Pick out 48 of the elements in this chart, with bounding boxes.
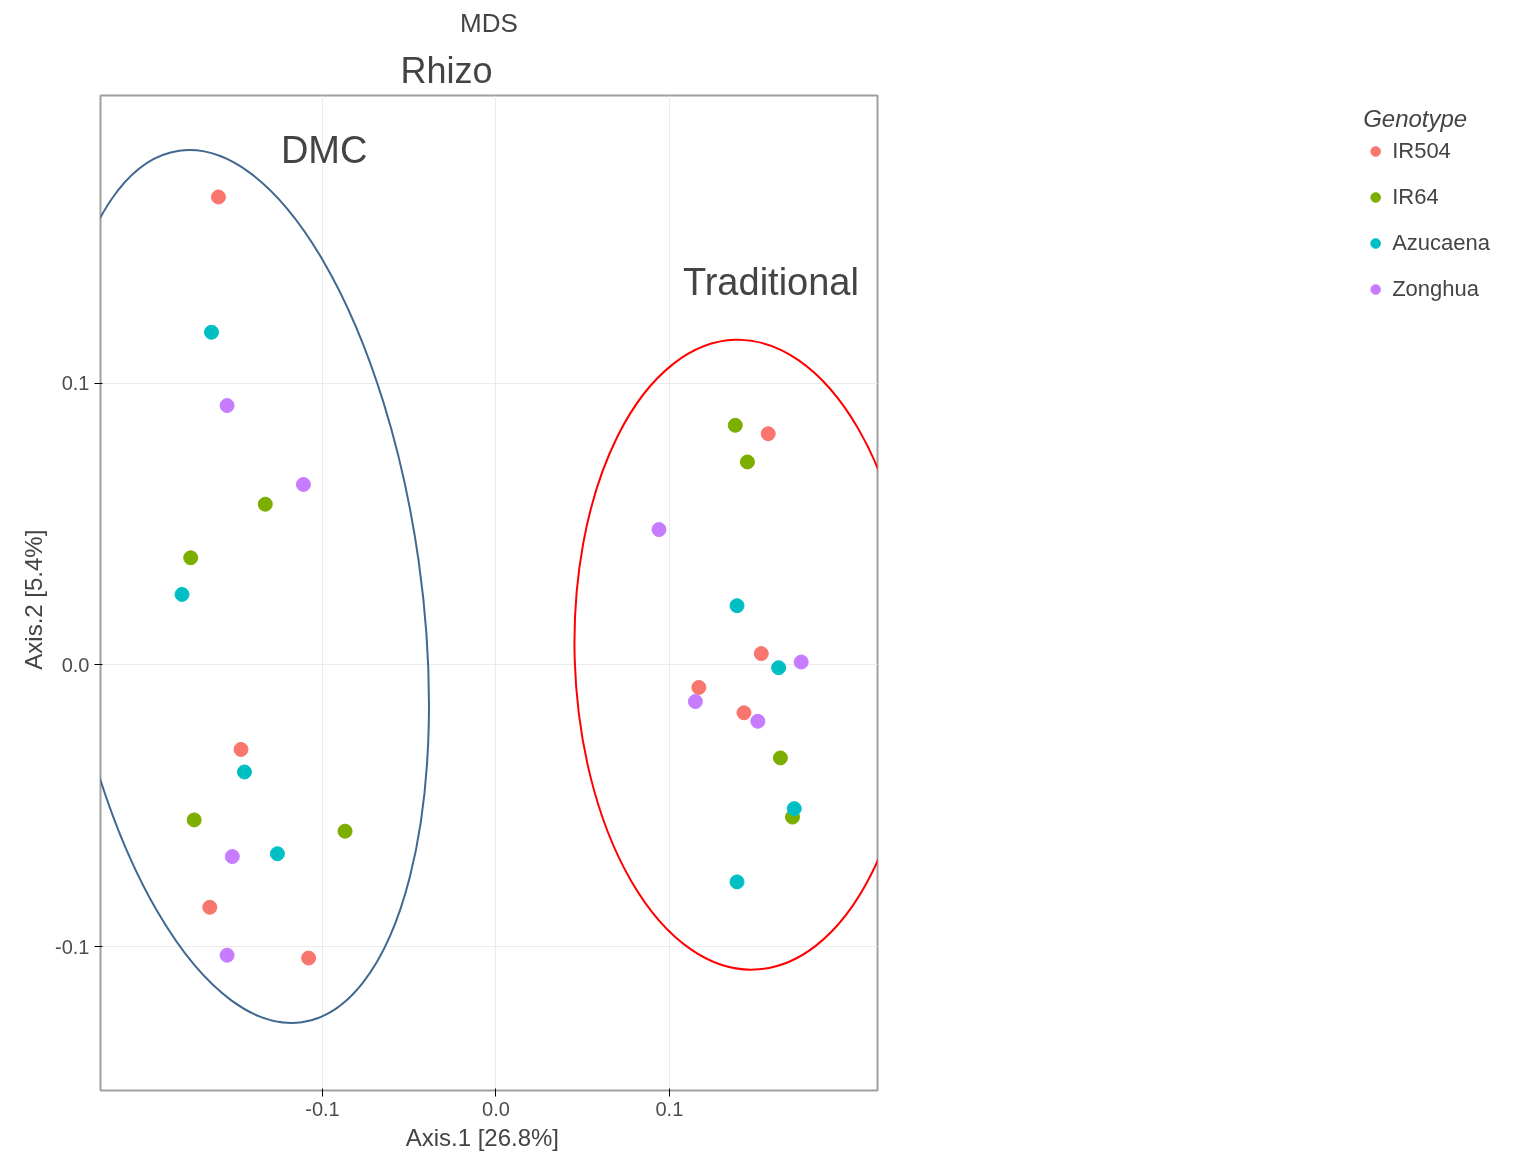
x-axis-title: Axis.1 [26.8%]: [405, 1123, 560, 1151]
point: [651, 522, 667, 538]
y-tick-label: -0.1: [55, 935, 90, 958]
x-tick-label: 0.0: [482, 1097, 510, 1120]
legend-title: Genotype: [1363, 105, 1469, 133]
legend-label: Azucaena: [1392, 230, 1490, 256]
point: [257, 496, 273, 512]
point: [219, 398, 235, 414]
legend-label: IR504: [1392, 138, 1451, 164]
point: [727, 417, 743, 433]
point: [739, 454, 755, 470]
x-tick-label: 0.1: [655, 1097, 684, 1120]
y-axis-title: Axis.2 [5.4%]: [20, 529, 48, 670]
chart-title: MDS: [460, 7, 518, 38]
point: [753, 646, 769, 662]
x-tick-label: -0.1: [305, 1097, 340, 1120]
point: [224, 849, 240, 865]
point: [687, 694, 703, 710]
point: [301, 950, 317, 966]
y-tick-label: 0.1: [61, 372, 90, 395]
point: [760, 426, 776, 442]
text: Rhizo: [400, 49, 493, 91]
point: [295, 476, 311, 492]
point: [210, 189, 226, 205]
point: [786, 801, 802, 817]
annotation: Traditional: [682, 260, 859, 303]
point: [204, 324, 219, 340]
point: [219, 947, 235, 963]
point: [202, 899, 218, 915]
legend-label: Zonghua: [1392, 276, 1479, 302]
point: [736, 705, 752, 721]
y-tick-label: 0.0: [61, 653, 90, 676]
point: [793, 654, 809, 670]
point: [772, 750, 788, 766]
point: [174, 586, 190, 602]
point: [337, 823, 353, 839]
point: [729, 598, 745, 614]
point: [236, 764, 252, 780]
point: [750, 713, 766, 729]
point: [771, 660, 787, 676]
point: [233, 741, 249, 757]
legend-label: IR64: [1392, 184, 1439, 210]
point: [269, 846, 285, 862]
point: [691, 679, 707, 695]
point: [729, 874, 745, 890]
point: [186, 812, 202, 828]
point: [183, 550, 199, 566]
annotation: DMC: [280, 128, 368, 171]
